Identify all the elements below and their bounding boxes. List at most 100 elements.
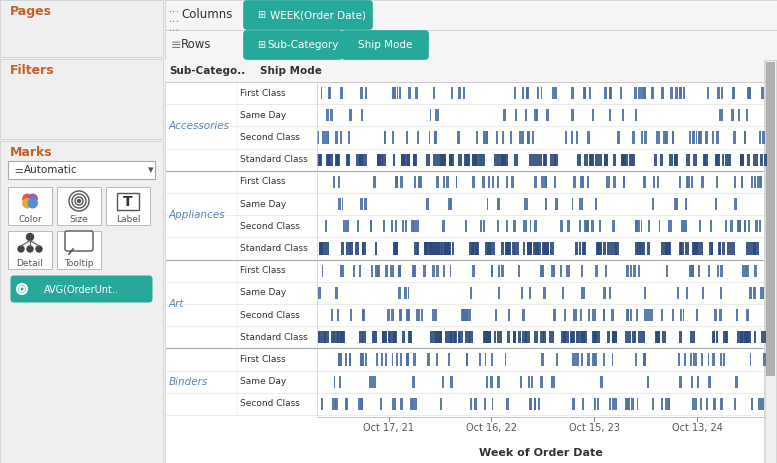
Bar: [498, 287, 500, 299]
Bar: [725, 154, 729, 166]
Bar: [751, 243, 755, 255]
Bar: [408, 287, 409, 299]
Bar: [635, 220, 637, 232]
Bar: [694, 243, 698, 255]
Text: Columns: Columns: [181, 8, 232, 21]
Bar: [485, 243, 488, 255]
Bar: [331, 331, 333, 344]
Bar: [543, 287, 546, 299]
Bar: [346, 243, 350, 255]
Bar: [638, 264, 640, 277]
Bar: [651, 87, 654, 99]
Bar: [753, 154, 758, 166]
Bar: [405, 154, 409, 166]
Bar: [753, 243, 756, 255]
Bar: [737, 220, 740, 232]
Bar: [749, 287, 752, 299]
Bar: [716, 176, 718, 188]
Bar: [644, 309, 646, 321]
Bar: [622, 109, 625, 121]
Bar: [565, 131, 567, 144]
Bar: [643, 353, 646, 366]
Bar: [655, 331, 660, 344]
Bar: [336, 154, 339, 166]
Bar: [527, 131, 530, 144]
Bar: [332, 398, 334, 410]
Bar: [759, 131, 761, 144]
Bar: [535, 331, 538, 344]
Bar: [613, 331, 616, 344]
Bar: [346, 154, 350, 166]
Bar: [723, 353, 725, 366]
Bar: [723, 331, 727, 344]
Bar: [415, 87, 417, 99]
Bar: [685, 353, 686, 366]
Bar: [399, 309, 401, 321]
Text: Tooltip: Tooltip: [64, 258, 94, 268]
Bar: [399, 264, 401, 277]
Bar: [340, 264, 342, 277]
Bar: [599, 220, 601, 232]
Bar: [640, 220, 643, 232]
Bar: [335, 287, 339, 299]
Bar: [389, 264, 392, 277]
Bar: [333, 331, 336, 344]
Bar: [660, 154, 664, 166]
Bar: [381, 353, 383, 366]
Bar: [687, 176, 689, 188]
Bar: [497, 154, 501, 166]
Bar: [643, 176, 645, 188]
Bar: [725, 220, 727, 232]
Bar: [577, 353, 580, 366]
Bar: [531, 375, 533, 388]
Bar: [640, 87, 643, 99]
Bar: [556, 353, 558, 366]
Bar: [701, 353, 703, 366]
Bar: [355, 243, 359, 255]
FancyBboxPatch shape: [0, 59, 163, 139]
Bar: [707, 87, 709, 99]
Bar: [318, 287, 321, 299]
Bar: [391, 220, 392, 232]
Bar: [444, 154, 445, 166]
Bar: [370, 220, 372, 232]
Bar: [361, 398, 363, 410]
Bar: [491, 264, 493, 277]
Bar: [528, 375, 530, 388]
Bar: [318, 154, 322, 166]
Bar: [757, 176, 758, 188]
Text: ⚌: ⚌: [14, 165, 23, 175]
Bar: [580, 331, 584, 344]
Bar: [444, 243, 448, 255]
Bar: [511, 176, 514, 188]
Bar: [681, 220, 683, 232]
Bar: [579, 198, 583, 210]
Bar: [503, 109, 506, 121]
Bar: [609, 398, 611, 410]
Bar: [661, 243, 665, 255]
Bar: [530, 220, 531, 232]
Bar: [608, 243, 611, 255]
Bar: [449, 154, 452, 166]
Bar: [665, 398, 667, 410]
Bar: [493, 331, 496, 344]
Bar: [542, 331, 545, 344]
Bar: [552, 309, 556, 321]
Bar: [424, 243, 429, 255]
Bar: [337, 198, 341, 210]
Bar: [717, 87, 720, 99]
Bar: [584, 220, 586, 232]
FancyBboxPatch shape: [243, 0, 373, 30]
Bar: [497, 198, 500, 210]
Bar: [347, 154, 350, 166]
Bar: [721, 398, 723, 410]
Bar: [441, 154, 445, 166]
Bar: [501, 264, 503, 277]
Bar: [510, 131, 512, 144]
Text: Standard Class: Standard Class: [240, 155, 308, 164]
Bar: [451, 154, 454, 166]
Bar: [748, 87, 751, 99]
Bar: [712, 131, 714, 144]
Bar: [690, 353, 692, 366]
Bar: [369, 375, 371, 388]
